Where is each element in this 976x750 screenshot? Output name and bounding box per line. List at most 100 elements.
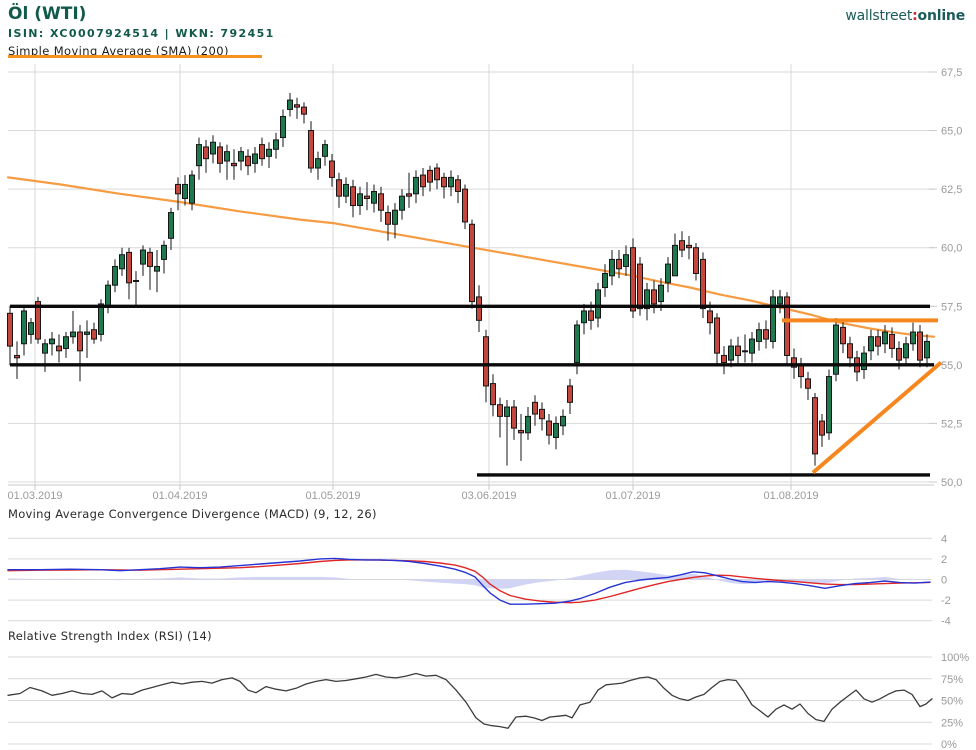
candle: [441, 176, 447, 188]
candle: [728, 345, 734, 361]
candle: [483, 336, 489, 387]
candle: [224, 151, 230, 162]
candle: [560, 415, 566, 427]
candle: [77, 331, 83, 352]
axis-label: 50%: [941, 696, 963, 708]
macd-histogram: [8, 569, 930, 589]
axis-label: 01.08.2019: [763, 490, 818, 502]
candle: [133, 280, 139, 283]
candle: [903, 343, 909, 359]
candle: [476, 296, 482, 321]
candle: [749, 338, 755, 354]
candle: [252, 153, 258, 164]
axis-label: 57,5: [941, 301, 962, 313]
candle: [707, 310, 713, 324]
axis-label: 100%: [941, 652, 969, 664]
axis-label: 01.04.2019: [152, 490, 207, 502]
candle: [756, 329, 762, 342]
candle: [273, 139, 279, 150]
candle: [343, 183, 349, 197]
candle: [819, 420, 825, 436]
candle: [140, 249, 146, 265]
candle: [567, 385, 573, 403]
macd-line: [7, 557, 931, 605]
candle: [532, 401, 538, 415]
candle: [105, 284, 111, 307]
candle: [609, 258, 615, 277]
candle: [336, 179, 342, 197]
candle: [7, 312, 13, 347]
candle: [630, 247, 636, 312]
candle: [245, 155, 251, 167]
candle: [525, 415, 531, 434]
candle: [770, 296, 776, 342]
macd-panel-label: Moving Average Convergence Divergence (M…: [8, 507, 377, 521]
candle: [294, 104, 300, 108]
candle: [791, 357, 797, 368]
candle: [721, 354, 727, 364]
candle: [686, 244, 692, 249]
candle: [147, 251, 153, 267]
candle: [574, 324, 580, 364]
candle: [378, 193, 384, 211]
candle: [182, 183, 188, 199]
candle: [308, 130, 314, 169]
brand-wallstreet: wallstreet: [845, 8, 913, 24]
candle: [518, 429, 524, 434]
candle: [917, 331, 923, 361]
candle: [203, 146, 209, 160]
isin-wkn-label: ISIN: XC0007924514 | WKN: 792451: [8, 27, 275, 40]
instrument-title: Öl (WTI): [8, 4, 87, 24]
candle: [658, 284, 664, 303]
candle: [91, 329, 97, 340]
candle: [812, 397, 818, 455]
candle: [420, 174, 426, 188]
candle: [868, 336, 874, 352]
candle: [889, 333, 895, 349]
candle: [847, 343, 853, 359]
brand-online: online: [917, 8, 966, 24]
candle: [329, 160, 335, 178]
candle: [259, 144, 265, 160]
header: Öl (WTI) ISIN: XC0007924514 | WKN: 79245…: [8, 4, 275, 58]
candle: [42, 343, 48, 354]
brand-colon: :: [912, 8, 918, 24]
candle: [154, 265, 160, 272]
candle: [126, 251, 132, 284]
candle: [679, 240, 685, 251]
candle: [175, 183, 181, 195]
sma-indicator-label: Simple Moving Average (SMA) (200): [8, 44, 229, 58]
candle: [98, 303, 104, 335]
candle: [840, 326, 846, 345]
candle: [497, 404, 503, 417]
axis-label: 2: [941, 554, 947, 566]
candle: [21, 310, 27, 345]
candle: [763, 329, 769, 340]
candle: [49, 338, 55, 345]
candle: [238, 151, 244, 162]
candle: [280, 115, 286, 139]
candle: [490, 383, 496, 406]
candle: [427, 169, 433, 183]
candle: [392, 209, 398, 225]
candle: [826, 376, 832, 434]
candle: [56, 345, 62, 352]
candle: [777, 296, 783, 305]
macd-signal-line: [7, 559, 931, 604]
candle: [385, 212, 391, 225]
candle: [70, 331, 76, 338]
candle: [616, 258, 622, 270]
candle: [301, 106, 307, 115]
candle: [637, 263, 643, 310]
candle: [399, 195, 405, 211]
candle: [672, 244, 678, 277]
candle: [119, 254, 125, 270]
candle: [735, 345, 741, 356]
candle: [665, 263, 671, 284]
candle: [266, 148, 272, 157]
candle: [231, 162, 237, 167]
axis-label: 4: [941, 533, 947, 545]
candle: [861, 352, 867, 371]
